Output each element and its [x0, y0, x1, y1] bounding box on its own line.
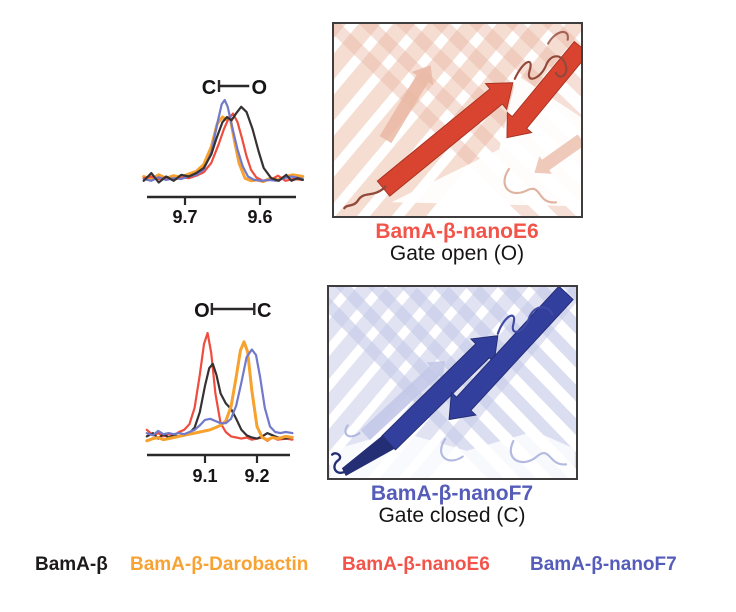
legend-item-bama-beta: BamA-β	[35, 554, 108, 575]
trace-blue	[142, 98, 304, 182]
annotation-right-letter: O	[251, 77, 267, 99]
faint-strand-arrow	[534, 134, 581, 174]
gate-strand-arrow-down	[448, 287, 574, 421]
structure-panel-gate-closed	[327, 285, 578, 480]
loop	[344, 424, 361, 438]
gate-strand-arrow-up	[381, 335, 499, 451]
annotation-right-letter: C	[257, 300, 271, 322]
structure-label-nanoE6: BamA-β-nanoE6	[375, 220, 539, 243]
annotation-left-letter: O	[194, 300, 210, 322]
legend-item-bama-darobactin: BamA-β-Darobactin	[130, 554, 309, 575]
faint-strand-arrow	[379, 65, 434, 144]
loop	[330, 452, 349, 474]
trace-orange	[145, 340, 294, 443]
loop	[509, 439, 568, 466]
trace-red	[142, 112, 304, 182]
caption-gate-closed: BamA-β-nanoF7 Gate closed (C)	[302, 483, 602, 527]
gate-strand-arrow-down	[506, 40, 581, 139]
trace-black	[142, 105, 304, 184]
trace-black	[145, 362, 294, 440]
x-tick-label: 9.6	[247, 207, 272, 227]
trace-orange	[142, 115, 305, 184]
protein-cartoon-gate-closed	[329, 287, 576, 478]
strand-tail	[341, 435, 395, 477]
x-tick-label: 9.2	[244, 466, 269, 486]
legend-item-bama-nanoE6: BamA-β-nanoE6	[342, 554, 490, 575]
gate-state-label-closed: Gate closed (C)	[378, 504, 526, 527]
nmr-spectrum-gate-closed: 9.1 9.2 O C	[145, 300, 294, 486]
loop	[503, 167, 558, 204]
gate-strand-arrow-up	[376, 82, 514, 197]
x-tick-label: 9.1	[192, 466, 217, 486]
x-tick-label: 9.7	[172, 207, 197, 227]
trace-blue	[145, 348, 294, 437]
loop	[440, 437, 464, 462]
structure-label-nanoF7: BamA-β-nanoF7	[370, 482, 534, 505]
loop	[513, 55, 568, 80]
loop	[547, 31, 569, 45]
loop	[343, 185, 387, 210]
loop	[496, 306, 554, 335]
structure-panel-gate-open	[332, 22, 583, 218]
gate-state-label-open: Gate open (O)	[389, 242, 525, 265]
legend-item-bama-nanoF7: BamA-β-nanoF7	[530, 554, 677, 575]
faint-strand-arrow	[360, 361, 446, 441]
protein-cartoon-gate-open	[334, 24, 581, 216]
annotation-left-letter: C	[202, 77, 216, 99]
nmr-spectrum-gate-open: 9.7 9.6 C O	[142, 77, 305, 227]
caption-gate-open: BamA-β-nanoE6 Gate open (O)	[307, 221, 607, 265]
